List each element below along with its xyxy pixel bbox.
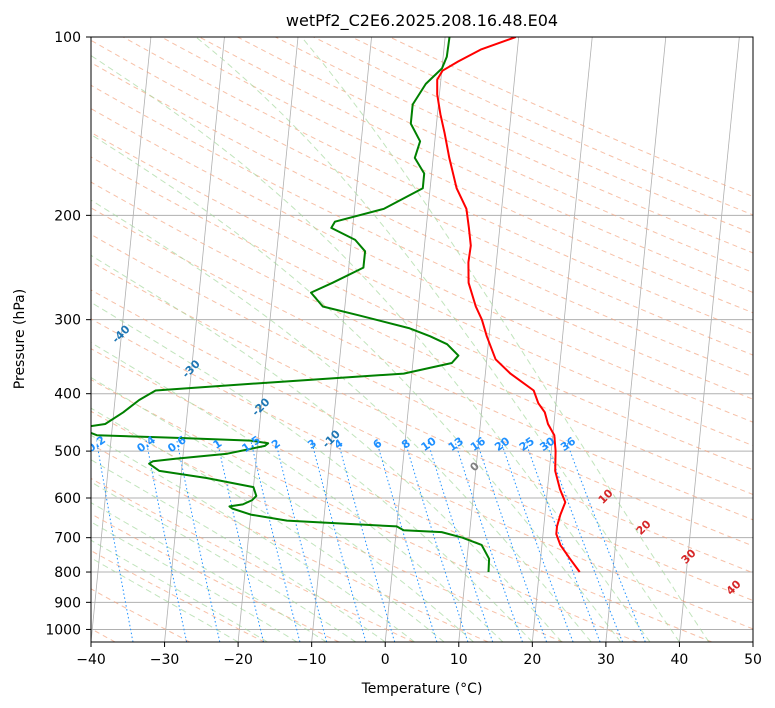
mixing-ratio-line <box>476 440 548 642</box>
y-tick-label: 700 <box>54 531 81 547</box>
mixing-ratio-line <box>376 440 438 642</box>
temperature-profile-line <box>436 37 581 573</box>
y-tick-label: 500 <box>54 444 81 460</box>
dry-adiabat-line <box>91 131 753 447</box>
moist-adiabat-line <box>91 539 268 642</box>
moist-adiabat-line <box>91 376 474 642</box>
y-tick-label: 300 <box>54 313 81 329</box>
y-tick-label: 800 <box>54 565 81 581</box>
moist-adiabat-line <box>91 459 386 642</box>
dry-adiabat-line <box>91 443 489 642</box>
mixing-ratio-line <box>500 440 574 642</box>
isotherm-line <box>531 37 593 642</box>
mixing-ratio-line <box>275 440 328 642</box>
moist-adiabat-line <box>91 434 415 642</box>
moist-adiabat-line <box>91 502 327 642</box>
isotherm-line <box>91 37 152 642</box>
isotherm-line <box>605 37 667 642</box>
y-tick-label: 400 <box>54 387 81 403</box>
moist-adiabat-line <box>91 55 651 642</box>
y-tick-label: 600 <box>54 491 81 507</box>
x-tick-label: −10 <box>297 652 327 668</box>
x-tick-label: −40 <box>76 652 106 668</box>
mixing-ratio-line <box>216 440 264 642</box>
dry-adiabat-line <box>91 477 414 642</box>
moist-adiabat-line <box>91 521 298 642</box>
dewpoint-profile-line <box>91 37 491 573</box>
x-axis-label: Temperature (°C) <box>361 681 483 697</box>
x-tick-label: 40 <box>671 652 689 668</box>
dry-adiabat-line <box>91 84 753 400</box>
dry-adiabat-line <box>199 37 753 294</box>
x-tick-label: −20 <box>223 652 253 668</box>
mixing-ratio-line <box>145 440 188 642</box>
moist-adiabat-line <box>91 342 504 642</box>
dry-adiabat-line <box>91 289 753 602</box>
x-tick-label: 0 <box>381 652 390 668</box>
dry-adiabat-line <box>91 181 753 496</box>
x-tick-label: 10 <box>450 652 468 668</box>
dry-adiabat-line <box>91 233 753 547</box>
mixing-ratio-line <box>250 440 301 642</box>
moist-adiabat-line <box>195 37 680 642</box>
dry-adiabat-line <box>91 348 712 642</box>
y-tick-label: 100 <box>54 30 81 46</box>
x-tick-label: 50 <box>744 652 762 668</box>
isotherm-line <box>237 37 299 642</box>
moist-adiabat-line <box>91 133 621 642</box>
mixing-ratio-line <box>96 440 134 642</box>
y-tick-label: 200 <box>54 208 81 224</box>
mixing-ratio-line <box>176 440 221 642</box>
moist-adiabat-line <box>91 199 592 642</box>
x-tick-label: 20 <box>523 652 541 668</box>
isotherm-line <box>679 37 740 642</box>
isotherm-line <box>164 37 225 642</box>
mixing-ratio-line <box>337 440 396 642</box>
y-tick-label: 900 <box>54 595 81 611</box>
moist-adiabat-line <box>91 254 563 642</box>
chart-title: wetPf2_C2E6.2025.208.16.48.E04 <box>286 11 558 31</box>
dry-adiabat-line <box>91 39 753 356</box>
moist-adiabat-line <box>301 37 710 642</box>
moist-adiabat-line <box>91 557 239 642</box>
y-axis-label: Pressure (hPa) <box>12 289 28 389</box>
mixing-ratio-line <box>310 440 367 642</box>
dry-adiabat-line <box>91 207 753 521</box>
dry-adiabat-line <box>91 550 265 642</box>
dry-adiabat-line <box>91 318 753 630</box>
x-tick-label: 30 <box>597 652 615 668</box>
y-tick-label: 1000 <box>45 622 81 638</box>
x-tick-label: −30 <box>150 652 180 668</box>
dry-adiabat-line <box>122 37 753 335</box>
plot-frame <box>90 36 754 643</box>
isotherm-line <box>384 37 446 642</box>
